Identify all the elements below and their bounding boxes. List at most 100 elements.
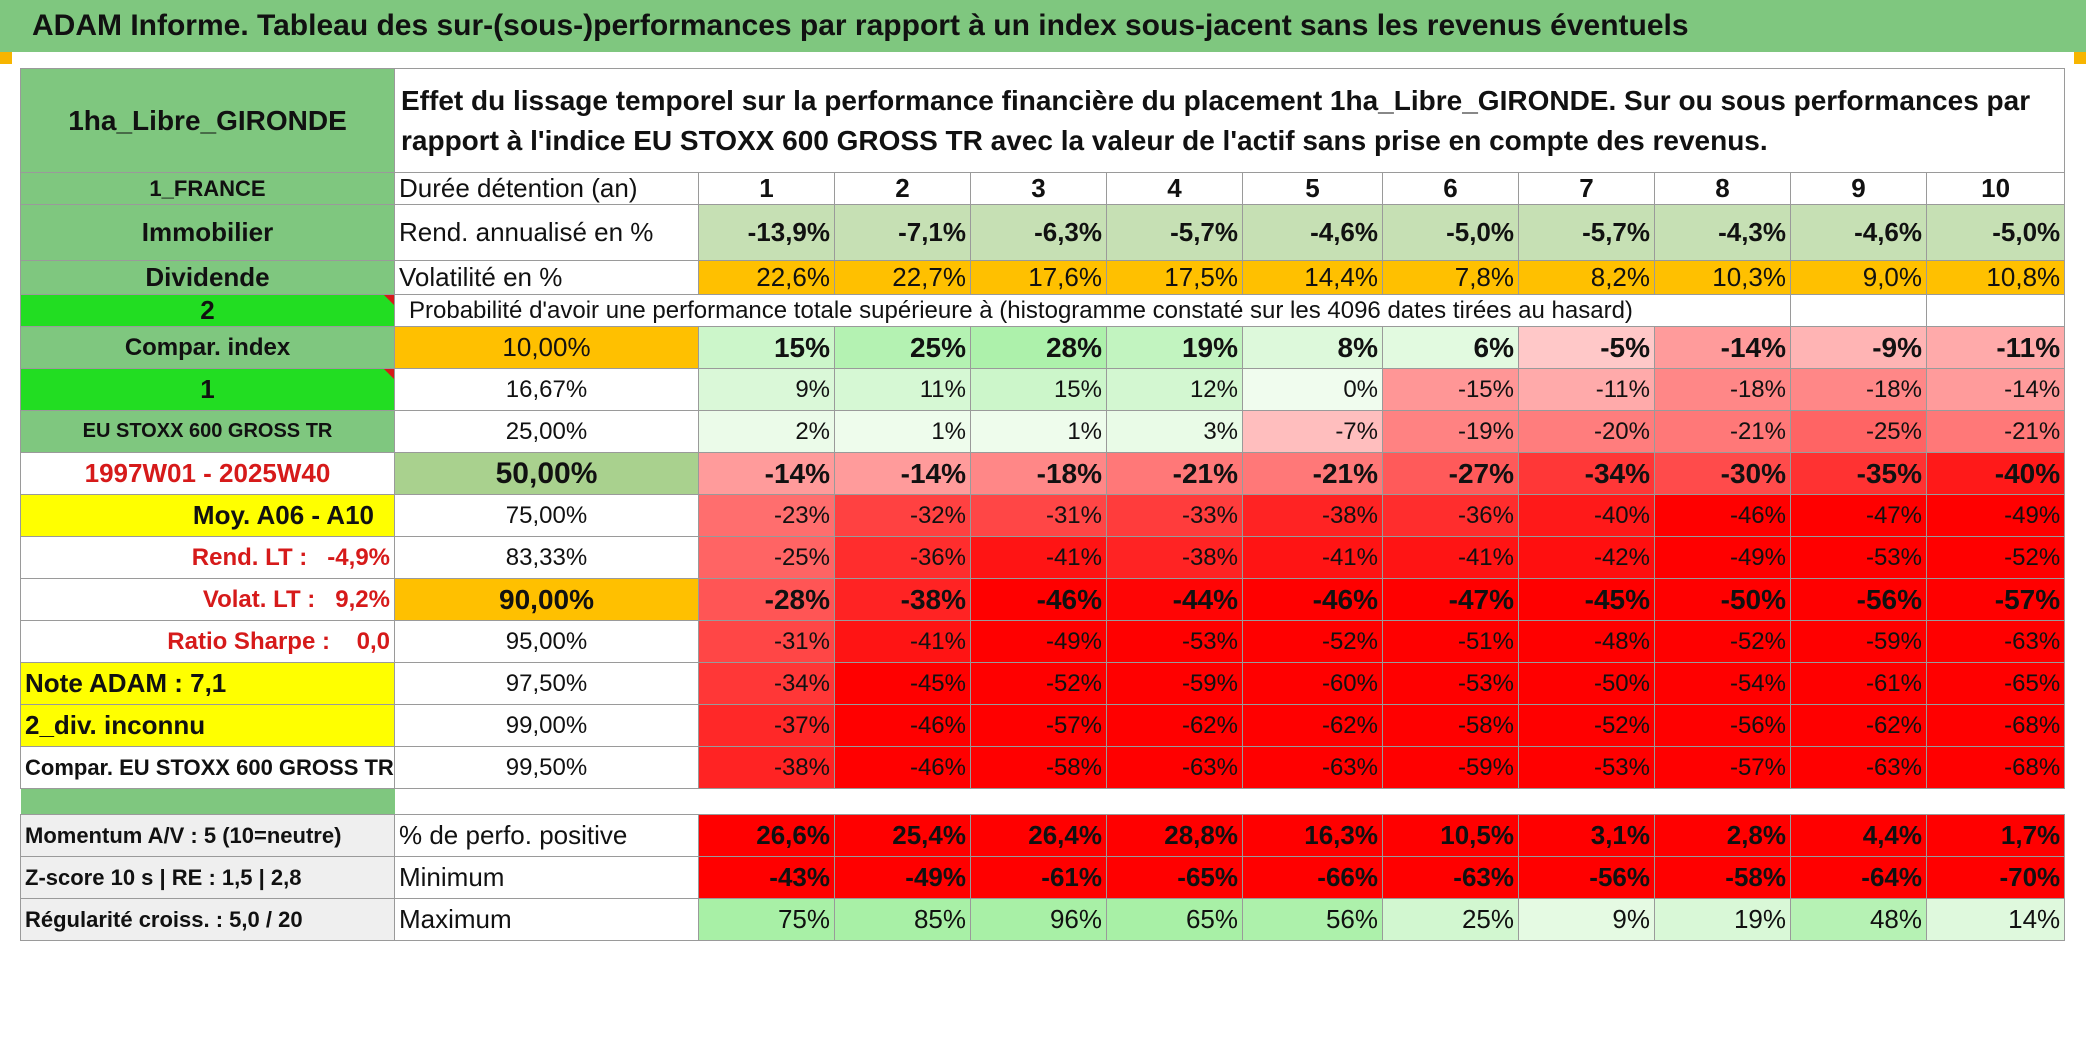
stats-row: Momentum A/V : 5 (10=neutre)% de perfo. …: [20, 814, 2066, 857]
quantile-value: -40%: [1925, 452, 2066, 495]
year-header: 6: [1382, 172, 1519, 205]
probability-threshold: 99,00%: [394, 704, 699, 747]
quantile-value: -44%: [1106, 578, 1243, 621]
quantile-value: -57%: [1654, 746, 1791, 789]
volatility-value: 14,4%: [1242, 260, 1383, 295]
quantile-value: -53%: [1382, 662, 1519, 705]
country-label: 1_FRANCE: [20, 172, 395, 205]
quantile-row: 1 16,67% 9% 11% 15% 12% 0% -15% -11% -18% -18% -14%: [20, 368, 2066, 411]
quantile-value: -40%: [1518, 494, 1655, 537]
quantile-value: -14%: [1654, 326, 1791, 369]
period-label: 1997W01 - 2025W40: [20, 452, 395, 495]
fund-name: 1ha_Libre_GIRONDE: [20, 68, 395, 173]
quantile-value: -14%: [1925, 368, 2066, 411]
probability-label: Probabilité d'avoir une performance tota…: [394, 294, 1791, 327]
average-label: Moy. A06 - A10: [20, 494, 395, 537]
quantile-value: 1%: [970, 410, 1107, 453]
index-number: 1: [20, 368, 395, 411]
long-term-volatility: Volat. LT : 9,2%: [20, 578, 395, 621]
year-header: 8: [1654, 172, 1791, 205]
quantile-value: -23%: [698, 494, 835, 537]
maximum-value: 85%: [834, 898, 971, 941]
quantile-value: -41%: [1242, 536, 1383, 579]
quantile-value: -50%: [1518, 662, 1655, 705]
quantile-value: -42%: [1518, 536, 1655, 579]
quantile-value: -58%: [970, 746, 1107, 789]
volatility-row: Dividende Volatilité en % 22,6% 22,7% 17,6% 1…: [20, 260, 2066, 295]
zscore-label: Z-score 10 s | RE : 1,5 | 2,8: [20, 856, 395, 899]
probability-header-row: 2 Probabilité d'avoir une performance tot…: [20, 294, 2066, 327]
quantile-value: -45%: [1518, 578, 1655, 621]
quantile-value: -35%: [1790, 452, 1927, 495]
quantile-value: -36%: [834, 536, 971, 579]
quantile-value: -36%: [1382, 494, 1519, 537]
category-label: Immobilier: [20, 204, 395, 261]
dividend-status: 2_div. inconnu: [20, 704, 395, 747]
type-label: Dividende: [20, 260, 395, 295]
positive-share-value: 1,7%: [1925, 814, 2066, 857]
quantile-value: -49%: [970, 620, 1107, 663]
return-value: -13,9%: [698, 204, 835, 261]
positive-share-value: 16,3%: [1242, 814, 1383, 857]
quantile-value: -21%: [1925, 410, 2066, 453]
maximum-value: 9%: [1518, 898, 1655, 941]
return-value: -5,7%: [1518, 204, 1655, 261]
quantile-value: -57%: [1925, 578, 2066, 621]
quantile-value: -59%: [1382, 746, 1519, 789]
year-header: 4: [1106, 172, 1243, 205]
year-header: 7: [1518, 172, 1655, 205]
quantile-value: 25%: [834, 326, 971, 369]
quantile-value: -5%: [1518, 326, 1655, 369]
probability-threshold: 99,50%: [394, 746, 699, 789]
quantile-value: -60%: [1242, 662, 1383, 705]
quantile-value: -28%: [698, 578, 835, 621]
positive-share-value: 10,5%: [1382, 814, 1519, 857]
quantile-value: 9%: [698, 368, 835, 411]
quantile-value: -63%: [1925, 620, 2066, 663]
maximum-value: 65%: [1106, 898, 1243, 941]
quantile-value: 12%: [1106, 368, 1243, 411]
return-value: -5,7%: [1106, 204, 1243, 261]
quantile-value: -20%: [1518, 410, 1655, 453]
probability-threshold: 16,67%: [394, 368, 699, 411]
volatility-label: Volatilité en %: [394, 260, 699, 295]
minimum-value: -61%: [970, 856, 1107, 899]
maximum-value: 25%: [1382, 898, 1519, 941]
spacer-cell: [394, 788, 2065, 815]
quantile-value: -30%: [1654, 452, 1791, 495]
quantile-value: -46%: [1654, 494, 1791, 537]
positive-share-value: 26,6%: [698, 814, 835, 857]
empty-cell: [1925, 294, 2066, 327]
quantile-value: -68%: [1925, 746, 2066, 789]
quantile-value: -38%: [1242, 494, 1383, 537]
corner-marker: [0, 52, 12, 64]
empty-cell: [1790, 294, 1927, 327]
quantile-value: -18%: [970, 452, 1107, 495]
quantile-value: 2%: [698, 410, 835, 453]
description: Effet du lissage temporel sur la perform…: [393, 68, 2066, 173]
quantile-value: -47%: [1790, 494, 1927, 537]
probability-threshold: 97,50%: [394, 662, 699, 705]
volatility-value: 7,8%: [1382, 260, 1519, 295]
quantile-value: -49%: [1654, 536, 1791, 579]
quantile-value: -62%: [1106, 704, 1243, 747]
probability-threshold: 50,00%: [394, 452, 699, 495]
return-value: -5,0%: [1382, 204, 1519, 261]
quantile-value: -62%: [1790, 704, 1927, 747]
year-header: 10: [1925, 172, 2066, 205]
quantile-value: -38%: [698, 746, 835, 789]
quantile-value: -52%: [1925, 536, 2066, 579]
probability-threshold: 83,33%: [394, 536, 699, 579]
quantile-value: 3%: [1106, 410, 1243, 453]
quantile-value: 8%: [1242, 326, 1383, 369]
maximum-value: 56%: [1242, 898, 1383, 941]
year-header: 2: [834, 172, 971, 205]
quantile-value: -37%: [698, 704, 835, 747]
volatility-value: 10,8%: [1925, 260, 2066, 295]
quantile-value: -63%: [1106, 746, 1243, 789]
regularity-label: Régularité croiss. : 5,0 / 20: [20, 898, 395, 941]
probability-threshold: 25,00%: [394, 410, 699, 453]
quantile-row: Compar. EU STOXX 600 GROSS TR 99,50% -38% -…: [20, 746, 2066, 789]
quantile-value: 19%: [1106, 326, 1243, 369]
quantile-value: -53%: [1106, 620, 1243, 663]
